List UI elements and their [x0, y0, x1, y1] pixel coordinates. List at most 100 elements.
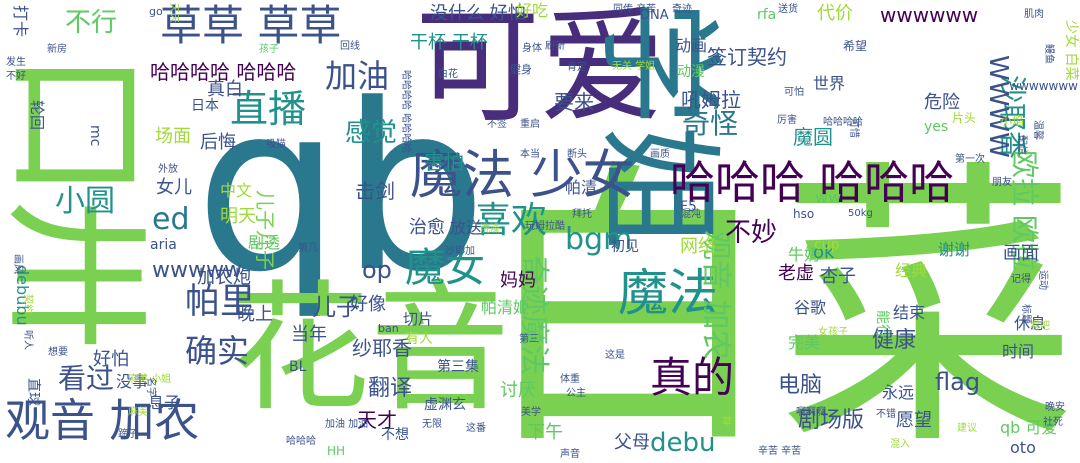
cloud-word: 场面	[155, 126, 191, 147]
cloud-word: 明天	[220, 206, 256, 227]
cloud-word: 讨厌	[500, 380, 536, 401]
cloud-word: bgm	[565, 222, 633, 257]
cloud-word: 肯定	[567, 62, 587, 73]
cloud-word: 身体	[522, 43, 542, 54]
cloud-word: 画面	[1003, 243, 1039, 264]
cloud-word: 加油	[325, 57, 390, 95]
cloud-word: 加农炮	[197, 267, 251, 288]
cloud-word: 不行	[65, 8, 118, 38]
cloud-word: 社死	[1043, 417, 1063, 428]
cloud-word: 好怕	[93, 349, 129, 370]
cloud-word: 声音	[560, 449, 580, 460]
cloud-word: 无限	[422, 419, 442, 430]
cloud-word: 剧透	[248, 233, 281, 252]
cloud-word: 不错	[876, 409, 896, 420]
cloud-word: 儿子儿子	[253, 190, 277, 270]
cloud-word: 吸猫	[266, 139, 286, 150]
cloud-word: 美学	[521, 407, 541, 418]
cloud-word: 帕里	[185, 282, 256, 322]
cloud-word: 没事	[116, 372, 149, 391]
cloud-word: 记得	[1011, 274, 1031, 285]
cloud-word: WWWW	[983, 55, 1013, 158]
cloud-word: 送货	[778, 4, 798, 15]
cloud-word: 混入	[890, 439, 910, 450]
cloud-word: 父母	[614, 432, 650, 453]
cloud-word: 妈妈	[500, 270, 536, 291]
cloud-word: 片头	[952, 111, 977, 125]
cloud-word: 蹄子	[118, 429, 138, 440]
cloud-word: oto	[1010, 438, 1036, 457]
cloud-word: 新房	[47, 44, 67, 55]
cloud-word: HH	[327, 444, 346, 458]
cloud-word: 治愈	[409, 217, 445, 238]
cloud-word: 电脑	[778, 373, 823, 398]
cloud-word: 白菜	[478, 136, 1078, 463]
cloud-word: 切片	[403, 310, 434, 328]
cloud-word: 名字	[145, 377, 156, 397]
cloud-word: mc	[87, 125, 103, 147]
cloud-word: 虚渊玄	[424, 397, 466, 413]
cloud-word: 动画	[675, 36, 708, 55]
cloud-word: aria	[150, 237, 177, 253]
cloud-word: cup	[814, 237, 840, 253]
cloud-word: 白花	[438, 69, 458, 80]
cloud-word: 好吃	[516, 1, 549, 20]
cloud-word: 牛奶	[788, 245, 821, 264]
cloud-word: 第三	[519, 334, 539, 345]
cloud-word: 天天	[168, 3, 179, 23]
cloud-word: 喜欢	[475, 200, 548, 241]
cloud-word: 轮回	[28, 100, 46, 131]
cloud-word: 麻美	[128, 407, 148, 418]
cloud-word: 不想	[381, 427, 409, 443]
cloud-word: ban	[378, 322, 399, 335]
cloud-word: 可惜	[848, 118, 859, 138]
cloud-word: 真的	[650, 353, 735, 402]
cloud-word: 公主	[566, 388, 586, 399]
cloud-word: 草	[722, 417, 732, 428]
cloud-word: 女儿	[156, 177, 192, 198]
cloud-word: 直播	[230, 87, 307, 131]
cloud-word: 干杯 干杯	[410, 32, 488, 53]
cloud-word: 画风	[12, 254, 23, 274]
cloud-word: 剧场版	[798, 408, 865, 433]
cloud-word: 要来	[554, 90, 594, 114]
cloud-word: 健康	[872, 328, 917, 353]
cloud-word: yes	[924, 119, 949, 135]
cloud-word: ed	[152, 202, 190, 237]
cloud-word: 鳗鱼	[1043, 44, 1054, 64]
cloud-word: 吼姆拉	[681, 88, 741, 112]
cloud-word: 儿子	[312, 293, 360, 321]
cloud-word: 打卡	[11, 5, 30, 38]
cloud-word: 初见	[611, 239, 639, 255]
cloud-word: hso	[793, 207, 815, 221]
cloud-word: 同传 辛苦	[613, 4, 657, 15]
cloud-word: 杏子	[820, 266, 856, 287]
cloud-word: 有人	[405, 331, 433, 347]
cloud-word: 画质	[650, 149, 670, 160]
cloud-word: 感觉	[345, 118, 398, 148]
cloud-word: 休息	[1014, 314, 1047, 333]
cloud-word: rfa	[757, 7, 777, 23]
cloud-word: 帕清	[565, 178, 598, 197]
cloud-word: 魔法	[618, 264, 718, 322]
cloud-word: 发生	[6, 57, 26, 68]
cloud-word: 纱耶香	[352, 336, 412, 360]
cloud-word: 谢谢	[938, 240, 971, 259]
cloud-word: 哈哈哈哈 哈哈哈哈	[400, 70, 411, 154]
cloud-word: 好像	[350, 294, 386, 315]
cloud-word: 建议	[957, 423, 977, 434]
cloud-word: ww	[815, 188, 842, 207]
cloud-word: 魔女	[405, 245, 485, 291]
cloud-word: 温馨	[1032, 120, 1043, 140]
cloud-word: 晚上	[237, 304, 273, 325]
cloud-word: 契约	[22, 294, 33, 314]
cloud-word: 完美	[788, 333, 821, 352]
cloud-word: 动漫	[677, 64, 705, 80]
cloud-word: 哈哈哈	[286, 436, 316, 447]
cloud-word: qb 可爱	[1000, 418, 1058, 437]
cloud-word: 希望	[843, 39, 868, 53]
cloud-word: 不好	[6, 71, 26, 82]
cloud-word: 女孩子	[818, 327, 848, 338]
cloud-word: 沙耶加	[445, 246, 475, 257]
cloud-word: 第三集	[437, 359, 479, 375]
